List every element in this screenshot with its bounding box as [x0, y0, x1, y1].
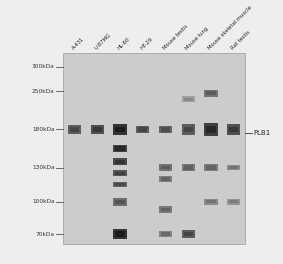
- Bar: [113, 145, 127, 152]
- Bar: [161, 166, 170, 169]
- Bar: [205, 199, 218, 205]
- Bar: [93, 127, 102, 132]
- Bar: [205, 123, 218, 136]
- Bar: [227, 199, 240, 205]
- Text: HL-60: HL-60: [116, 37, 131, 51]
- Bar: [161, 232, 170, 236]
- Text: 130kDa: 130kDa: [32, 165, 55, 170]
- Text: Rat testis: Rat testis: [230, 30, 252, 51]
- Bar: [161, 208, 170, 211]
- Bar: [206, 166, 216, 170]
- Bar: [138, 128, 147, 132]
- Bar: [115, 183, 125, 186]
- Text: Mouse lung: Mouse lung: [185, 26, 210, 51]
- Text: 180kDa: 180kDa: [32, 127, 55, 132]
- Text: 70kDa: 70kDa: [36, 232, 55, 237]
- Bar: [159, 176, 172, 182]
- Bar: [206, 126, 216, 133]
- Bar: [205, 89, 218, 97]
- Bar: [113, 229, 127, 239]
- Bar: [229, 127, 238, 133]
- Text: Mouse skeletal muscle: Mouse skeletal muscle: [207, 5, 253, 51]
- Bar: [70, 127, 79, 132]
- Bar: [136, 126, 149, 133]
- Bar: [227, 165, 240, 170]
- Bar: [63, 53, 245, 244]
- Bar: [206, 91, 216, 96]
- Bar: [229, 166, 238, 169]
- Bar: [182, 96, 195, 102]
- Bar: [184, 127, 193, 133]
- Text: 300kDa: 300kDa: [32, 64, 55, 69]
- Bar: [115, 172, 125, 175]
- Bar: [115, 127, 125, 133]
- Bar: [184, 232, 193, 236]
- Text: HT-29: HT-29: [139, 37, 153, 51]
- Bar: [184, 166, 193, 170]
- Bar: [161, 177, 170, 181]
- Bar: [115, 160, 125, 164]
- Bar: [229, 200, 238, 203]
- Bar: [113, 198, 127, 206]
- Bar: [91, 125, 104, 134]
- Bar: [159, 206, 172, 213]
- Text: Mouse testis: Mouse testis: [162, 24, 189, 51]
- Bar: [113, 170, 127, 176]
- Bar: [184, 97, 193, 101]
- Text: 250kDa: 250kDa: [32, 89, 55, 94]
- Bar: [115, 147, 125, 151]
- Text: A-431: A-431: [71, 37, 85, 51]
- Bar: [161, 128, 170, 132]
- Bar: [182, 230, 195, 238]
- Bar: [182, 124, 195, 135]
- Bar: [206, 200, 216, 203]
- Bar: [68, 125, 81, 134]
- Bar: [113, 158, 127, 165]
- Bar: [113, 182, 127, 187]
- Bar: [115, 200, 125, 204]
- Bar: [205, 164, 218, 171]
- Bar: [113, 124, 127, 135]
- Bar: [182, 164, 195, 171]
- Bar: [227, 124, 240, 135]
- Bar: [159, 164, 172, 171]
- Text: 100kDa: 100kDa: [32, 199, 55, 204]
- Text: U-87MG: U-87MG: [94, 33, 112, 51]
- Bar: [115, 231, 125, 237]
- Bar: [159, 126, 172, 133]
- Text: PLB1: PLB1: [254, 130, 271, 136]
- Bar: [159, 231, 172, 237]
